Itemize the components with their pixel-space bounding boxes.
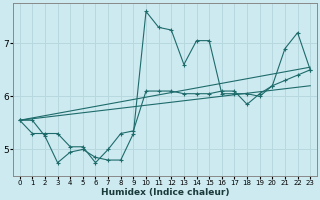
X-axis label: Humidex (Indice chaleur): Humidex (Indice chaleur) [101, 188, 229, 197]
